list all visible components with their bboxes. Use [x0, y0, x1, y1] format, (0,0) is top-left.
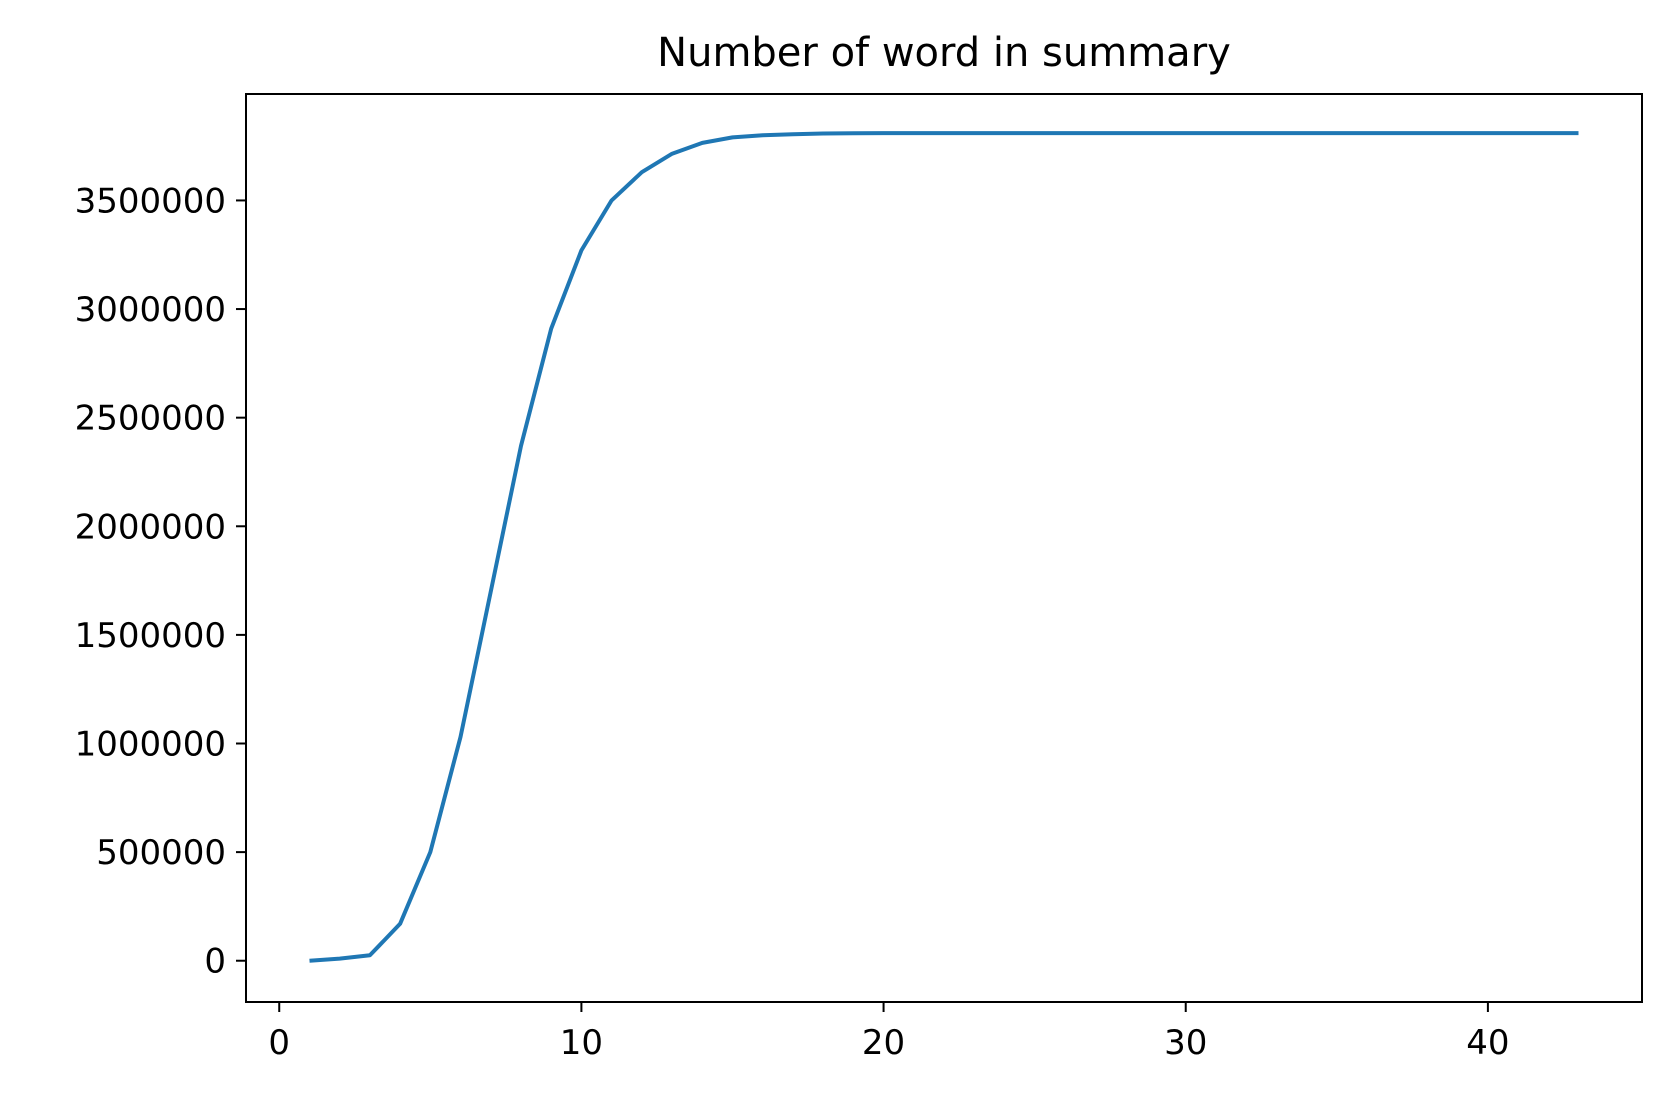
data-point [730, 135, 734, 139]
data-point [1244, 131, 1248, 135]
chart-title: Number of word in summary [657, 30, 1231, 76]
data-point [610, 198, 614, 202]
data-point [338, 957, 342, 961]
series-line [309, 131, 1579, 963]
data-point [1154, 131, 1158, 135]
x-tick-label: 10 [560, 1023, 603, 1063]
y-tick-label: 2000000 [75, 507, 226, 547]
data-point [942, 131, 946, 135]
y-tick-label: 0 [204, 942, 226, 982]
data-point [761, 133, 765, 137]
data-point [579, 248, 583, 252]
data-point [1002, 131, 1006, 135]
data-point [1546, 131, 1550, 135]
data-point [1063, 131, 1067, 135]
data-point [459, 735, 463, 739]
x-tick-label: 30 [1164, 1023, 1207, 1063]
data-point [1395, 131, 1399, 135]
data-point [1033, 131, 1037, 135]
data-point [851, 131, 855, 135]
data-point [1214, 131, 1218, 135]
data-point [489, 589, 493, 593]
data-point [1335, 131, 1339, 135]
data-point [821, 132, 825, 136]
data-point [640, 170, 644, 174]
data-point [1184, 131, 1188, 135]
data-point [882, 131, 886, 135]
data-point [700, 141, 704, 145]
y-tick-label: 2500000 [75, 399, 226, 439]
data-point [670, 152, 674, 156]
data-point [791, 132, 795, 136]
data-point [1123, 131, 1127, 135]
x-tick-label: 40 [1466, 1023, 1509, 1063]
data-point [1516, 131, 1520, 135]
data-point [1486, 131, 1490, 135]
data-point [549, 327, 553, 331]
data-point [368, 953, 372, 957]
y-tick-label: 3000000 [75, 290, 226, 330]
x-tick-label: 20 [862, 1023, 905, 1063]
data-point [912, 131, 916, 135]
data-point [972, 131, 976, 135]
series-layer [307, 131, 1581, 963]
y-tick-label: 1000000 [75, 725, 226, 765]
data-point [1577, 131, 1581, 135]
plot-frame [245, 93, 1643, 1003]
y-tick-label: 3500000 [75, 181, 226, 221]
x-tick-label: 0 [268, 1023, 290, 1063]
data-point [307, 959, 311, 963]
y-tick-label: 500000 [96, 833, 226, 873]
data-point [1456, 131, 1460, 135]
data-point [1425, 131, 1429, 135]
data-point [1093, 131, 1097, 135]
data-point [398, 922, 402, 926]
y-tick-label: 1500000 [75, 616, 226, 656]
data-point [1274, 131, 1278, 135]
data-point [1305, 131, 1309, 135]
data-point [519, 444, 523, 448]
axes: 0 10 20 30 40 0 500000 1000000 1500000 2000000 250… [75, 181, 1510, 1063]
data-point [1365, 131, 1369, 135]
data-point [428, 850, 432, 854]
